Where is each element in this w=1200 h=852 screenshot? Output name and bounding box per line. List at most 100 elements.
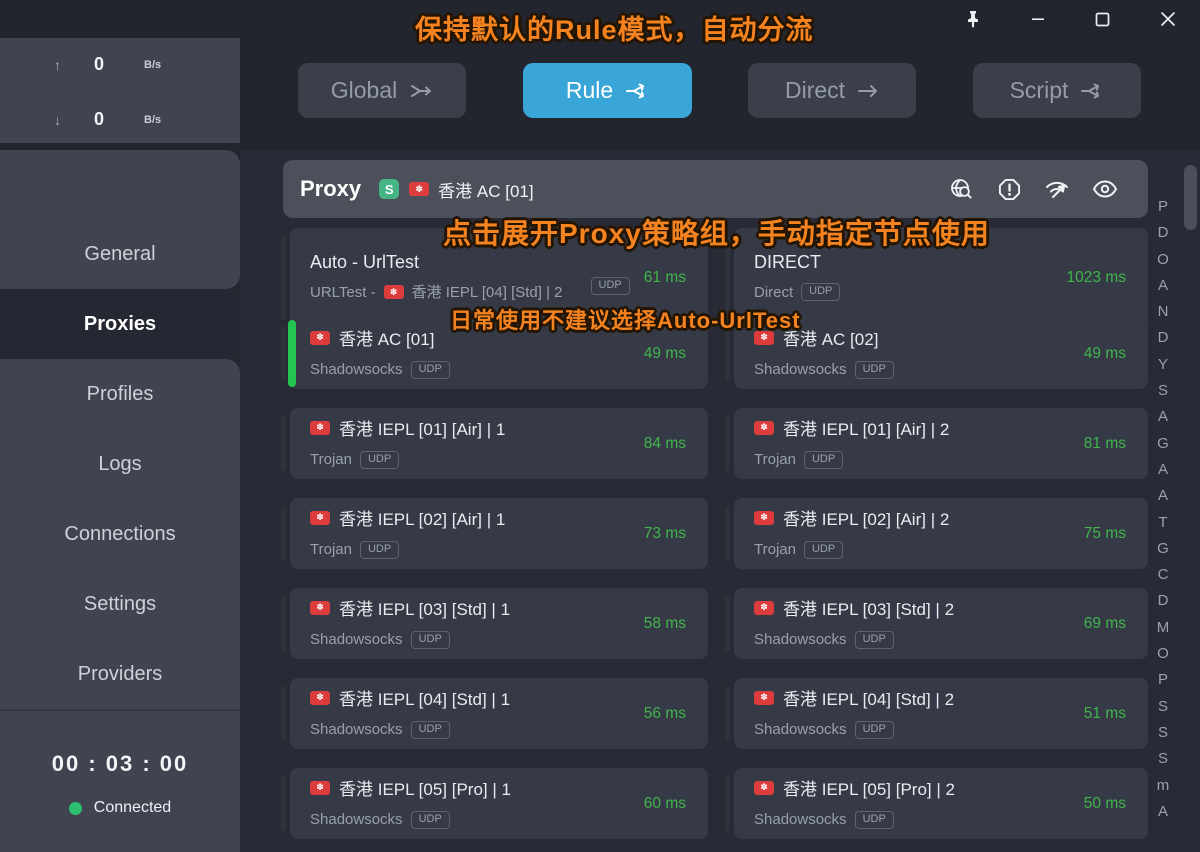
maximize-icon[interactable] [1083, 4, 1123, 34]
group-index-letter[interactable]: T [1158, 513, 1168, 531]
mode-button-global[interactable]: Global [298, 63, 466, 118]
group-index-letter[interactable]: P [1157, 198, 1168, 215]
proxy-card-title: ✽ 香港 IEPL [03] [Std] | 1 [310, 595, 644, 620]
group-index-letter[interactable]: N [1157, 303, 1169, 321]
proxy-card[interactable]: ✽ 香港 AC [02] Shadowsocks UDP 49 ms [725, 318, 1148, 389]
upload-value: 0 [93, 54, 104, 74]
pin-icon[interactable] [953, 4, 993, 34]
mode-button-direct[interactable]: Direct [748, 63, 916, 118]
uptime-timer: 00 : 03 : 00 [51, 751, 189, 776]
proxy-type: Trojan [754, 541, 796, 558]
group-index-letter[interactable]: S [1157, 750, 1168, 768]
mode-label: Rule [565, 77, 614, 103]
sidebar-divider [0, 709, 240, 711]
hk-flag-icon: ✽ [754, 510, 774, 525]
proxy-card[interactable]: ✽ 香港 IEPL [03] [Std] | 2 Shadowsocks UDP 69 … [725, 588, 1148, 659]
proxy-card[interactable]: ✽ 香港 IEPL [04] [Std] | 1 Shadowsocks UDP 56 … [281, 678, 708, 749]
group-index-letter[interactable]: M [1156, 618, 1170, 636]
proxy-name: 香港 IEPL [04] [Std] | 1 [339, 690, 511, 709]
mode-button-script[interactable]: Script [973, 63, 1141, 118]
proxy-group-header[interactable]: Proxy S ✽ 香港 AC [01] [283, 160, 1148, 218]
upload-arrow-icon: ↑ [54, 56, 61, 73]
download-arrow-icon: ↓ [54, 111, 61, 128]
download-unit: B/s [144, 113, 162, 126]
proxy-card[interactable]: ✽ 香港 IEPL [04] [Std] | 2 Shadowsocks UDP 51 … [725, 678, 1148, 749]
proxy-card[interactable]: ✽ 香港 IEPL [02] [Air] | 2 Trojan UDP 75 ms [725, 498, 1148, 569]
group-index-letter[interactable]: G [1157, 539, 1169, 557]
proxy-card-title: ✽ 香港 IEPL [01] [Air] | 1 [310, 415, 644, 440]
proxy-type: Shadowsocks [754, 361, 847, 378]
group-index-letter[interactable]: D [1157, 592, 1169, 610]
group-index-letter[interactable]: D [1157, 329, 1169, 347]
alert-icon[interactable] [996, 176, 1022, 202]
latency-value: 81 ms [1083, 434, 1126, 452]
proxy-card[interactable]: ✽ 香港 IEPL [01] [Air] | 2 Trojan UDP 81 ms [725, 408, 1148, 479]
proxy-card-title: Auto - UrlTest [310, 252, 591, 273]
eye-icon[interactable] [1092, 176, 1118, 202]
hk-flag-icon: ✽ [754, 330, 774, 345]
merge-arrow-icon [409, 82, 433, 100]
proxy-card[interactable]: ✽ 香港 IEPL [05] [Pro] | 2 Shadowsocks UDP 50 … [725, 768, 1148, 839]
latency-value: 61 ms [643, 269, 686, 286]
proxy-subtitle-prefix: URLTest - [310, 283, 376, 301]
proxy-card-subtitle: Shadowsocks UDP [754, 357, 1084, 382]
sidebar-item-general[interactable]: General [84, 242, 156, 265]
group-index-letter[interactable]: A [1157, 408, 1168, 426]
hk-flag-icon: ✽ [310, 330, 330, 345]
proxy-name: 香港 IEPL [03] [Std] | 2 [783, 600, 955, 619]
proxy-card-title: ✽ 香港 IEPL [03] [Std] | 2 [754, 595, 1084, 620]
group-index-letter[interactable]: A [1157, 487, 1168, 505]
sidebar-upper-panel: General [0, 150, 240, 289]
group-index-letter[interactable]: A [1157, 802, 1168, 820]
proxy-name: 香港 IEPL [01] [Air] | 1 [339, 420, 506, 439]
sidebar-item-profiles[interactable]: Profiles [86, 382, 154, 405]
sidebar-item-logs[interactable]: Logs [98, 452, 142, 475]
proxy-card-title: DIRECT [754, 252, 1067, 273]
proxy-card-info: ✽ 香港 IEPL [04] [Std] | 2 Shadowsocks UDP [754, 685, 1084, 742]
proxy-card[interactable]: ✽ 香港 AC [01] Shadowsocks UDP 49 ms [281, 318, 708, 389]
selected-node-label: 香港 AC [01] [438, 181, 534, 201]
hk-flag-icon: ✽ [754, 690, 774, 705]
latency-value: 73 ms [643, 524, 686, 542]
globe-search-icon[interactable] [948, 176, 974, 202]
group-index-letter[interactable]: A [1157, 460, 1168, 478]
latency-value: 1023 ms [1066, 269, 1126, 286]
group-index-letter[interactable]: C [1157, 566, 1169, 584]
scrollbar-thumb[interactable] [1184, 165, 1197, 230]
group-index-letter[interactable]: O [1157, 250, 1169, 268]
speedtest-icon[interactable] [1044, 176, 1070, 202]
proxy-type: Trojan [310, 541, 352, 558]
hk-flag-icon: ✽ [383, 285, 404, 299]
sidebar-item-connections[interactable]: Connections [64, 522, 176, 545]
proxy-card[interactable]: ✽ 香港 IEPL [03] [Std] | 1 Shadowsocks UDP 58 … [281, 588, 708, 659]
minimize-icon[interactable] [1018, 4, 1058, 34]
group-index-letter[interactable]: P [1157, 671, 1168, 689]
group-index-letter[interactable]: A [1157, 276, 1168, 294]
sidebar-item-proxies[interactable]: Proxies [0, 289, 240, 359]
udp-badge: UDP [854, 630, 894, 649]
proxy-card[interactable]: DIRECT Direct UDP 1023 ms [725, 228, 1148, 328]
group-index-letter[interactable]: D [1157, 224, 1169, 242]
udp-badge: UDP [854, 810, 894, 829]
group-index-letter[interactable]: S [1157, 382, 1168, 400]
sidebar-item-providers[interactable]: Providers [77, 662, 163, 685]
proxy-card[interactable]: ✽ 香港 IEPL [05] [Pro] | 1 Shadowsocks UDP 60 … [281, 768, 708, 839]
proxy-name: 香港 IEPL [03] [Std] | 1 [339, 600, 511, 619]
group-index-letter[interactable]: G [1157, 434, 1169, 452]
group-index-letter[interactable]: S [1157, 723, 1168, 741]
group-index-letter[interactable]: O [1157, 645, 1169, 663]
close-icon[interactable] [1148, 4, 1188, 34]
proxy-card[interactable]: Auto - UrlTest URLTest - ✽ 香港 IEPL [04] [S… [281, 228, 708, 328]
sidebar-item-settings[interactable]: Settings [83, 592, 157, 615]
group-index-letter[interactable]: Y [1157, 355, 1168, 373]
group-index-letter[interactable]: m [1156, 776, 1170, 794]
window-controls [940, 0, 1200, 38]
proxy-card[interactable]: ✽ 香港 IEPL [02] [Air] | 1 Trojan UDP 73 ms [281, 498, 708, 569]
udp-badge: UDP [359, 450, 400, 469]
mode-button-rule[interactable]: Rule [523, 63, 692, 118]
group-index-letter[interactable]: S [1157, 697, 1168, 715]
proxy-card[interactable]: ✽ 香港 IEPL [01] [Air] | 1 Trojan UDP 84 ms [281, 408, 708, 479]
traffic-panel: ↑ 0 B/s ↓ 0 B/s [0, 38, 240, 143]
latency-value: 50 ms [1083, 794, 1126, 812]
latency-value: 84 ms [643, 434, 686, 452]
